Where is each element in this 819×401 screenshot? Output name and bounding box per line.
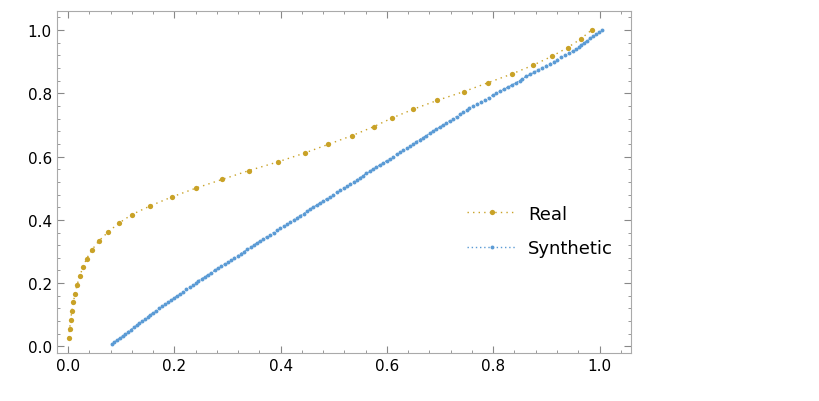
Synthetic <box>255 239 265 244</box>
Synthetic <box>434 126 444 130</box>
Real <box>87 248 97 253</box>
Real <box>217 178 227 182</box>
Real <box>347 134 357 139</box>
Synthetic <box>506 83 516 88</box>
Real <box>127 213 137 217</box>
Real <box>562 46 572 51</box>
Real <box>527 64 537 69</box>
Real <box>145 204 155 209</box>
Synthetic <box>371 165 381 170</box>
Real <box>273 160 283 165</box>
Real <box>575 37 585 42</box>
Real <box>191 186 201 191</box>
Real <box>66 318 75 323</box>
Synthetic <box>288 218 298 223</box>
Real <box>82 257 92 261</box>
Line: Real: Real <box>66 28 594 340</box>
Real <box>432 99 441 103</box>
Synthetic <box>351 178 361 183</box>
Real <box>324 142 333 147</box>
Real <box>369 125 378 130</box>
Synthetic <box>106 342 116 347</box>
Real <box>243 169 253 174</box>
Real <box>299 151 309 156</box>
Real <box>586 28 595 33</box>
Real <box>70 292 79 296</box>
Real <box>94 239 104 244</box>
Real <box>166 195 176 200</box>
Real <box>408 107 418 112</box>
Real <box>65 327 75 332</box>
Legend: Real, Synthetic: Real, Synthetic <box>459 198 619 265</box>
Synthetic <box>596 28 606 33</box>
Real <box>64 335 74 340</box>
Real <box>68 300 78 305</box>
Real <box>546 55 556 60</box>
Real <box>67 309 77 314</box>
Line: Synthetic: Synthetic <box>110 29 604 346</box>
Real <box>506 73 516 77</box>
Real <box>482 81 492 86</box>
Real <box>75 274 84 279</box>
Real <box>103 230 113 235</box>
Real <box>78 265 88 270</box>
Real <box>387 116 396 121</box>
Real <box>459 90 468 95</box>
Real <box>72 283 82 288</box>
Real <box>114 221 124 226</box>
